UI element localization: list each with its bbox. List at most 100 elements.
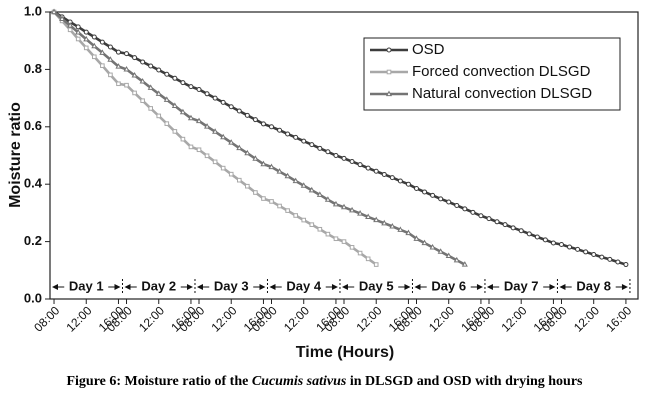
point	[591, 252, 597, 258]
point	[381, 171, 387, 177]
x-tick-label: 12:00	[498, 303, 529, 334]
point	[413, 235, 420, 241]
point	[100, 63, 105, 68]
point	[252, 155, 259, 161]
point	[365, 165, 371, 171]
day-label-bg	[354, 279, 399, 295]
point	[357, 250, 363, 256]
point	[373, 168, 379, 174]
point	[59, 15, 66, 21]
point	[172, 129, 178, 134]
point	[188, 144, 194, 150]
point	[107, 56, 114, 62]
point	[92, 54, 97, 60]
point	[599, 254, 605, 260]
x-tick-label: 08:00	[321, 303, 352, 334]
x-tick-label: 12:00	[281, 303, 312, 334]
point	[308, 186, 315, 193]
point	[196, 86, 202, 92]
point	[171, 102, 178, 108]
point	[253, 190, 258, 195]
day-label-bg	[281, 279, 326, 295]
legend-label: OSD	[412, 41, 445, 58]
day-label-bg	[136, 279, 181, 295]
point	[502, 222, 508, 228]
day-label-bg	[571, 279, 616, 295]
point	[195, 117, 203, 124]
point	[155, 90, 162, 96]
point	[325, 149, 331, 155]
x-axis-label: Time (Hours)	[296, 344, 394, 361]
point	[429, 243, 436, 250]
point	[486, 216, 492, 222]
point	[83, 35, 90, 42]
point	[607, 256, 613, 262]
point	[325, 231, 331, 237]
point	[228, 139, 235, 145]
point	[333, 153, 339, 158]
point	[204, 91, 210, 97]
point	[131, 71, 138, 78]
point	[245, 183, 250, 189]
point	[534, 234, 540, 240]
point	[91, 42, 98, 49]
point	[446, 199, 452, 205]
point	[301, 138, 307, 144]
point	[583, 249, 589, 255]
x-tick-label: 16:00	[603, 303, 634, 334]
point	[67, 22, 74, 28]
point	[236, 108, 242, 114]
point	[140, 98, 145, 103]
point	[132, 90, 137, 96]
day-label: Day 7	[504, 278, 539, 293]
point	[445, 252, 452, 259]
caption-text: Figure 6: Moisture ratio of the	[66, 374, 252, 389]
point	[244, 149, 251, 156]
point	[373, 216, 380, 223]
point	[147, 84, 154, 90]
point	[261, 196, 266, 201]
point	[309, 222, 315, 227]
point	[269, 124, 275, 130]
chart: Time (Hours) Moisture ratio 0.0 0.2 0.4 0.6…	[7, 3, 639, 361]
point	[550, 240, 556, 246]
point	[220, 133, 227, 140]
x-tick-label: 12:00	[571, 303, 602, 334]
y-tick-label: 1.0	[24, 3, 42, 18]
day-label: Day 4	[286, 278, 321, 293]
x-tick-label: 12:00	[136, 303, 167, 334]
point	[163, 96, 170, 102]
point	[228, 104, 234, 110]
point	[349, 159, 355, 165]
y-tick-label: 0.8	[24, 61, 42, 76]
point	[349, 206, 356, 213]
point	[75, 28, 82, 35]
point	[461, 261, 468, 267]
point	[91, 34, 97, 40]
point	[164, 121, 170, 126]
point	[115, 49, 121, 55]
point	[317, 145, 323, 151]
point	[139, 78, 146, 84]
point	[526, 231, 532, 237]
day-label-bg	[499, 279, 544, 295]
point	[124, 51, 130, 57]
point	[108, 72, 113, 78]
x-tick-label: 12:00	[208, 303, 239, 334]
point	[107, 44, 113, 50]
point	[212, 95, 218, 101]
point	[236, 144, 243, 151]
point	[148, 63, 154, 69]
point	[421, 239, 428, 246]
point	[285, 208, 290, 213]
point	[438, 196, 444, 202]
point	[316, 191, 323, 197]
point	[340, 203, 348, 210]
point	[386, 47, 392, 53]
point	[83, 29, 89, 35]
point	[462, 206, 468, 212]
point	[115, 63, 122, 69]
point	[405, 181, 411, 187]
point	[510, 225, 516, 231]
point	[397, 226, 404, 232]
